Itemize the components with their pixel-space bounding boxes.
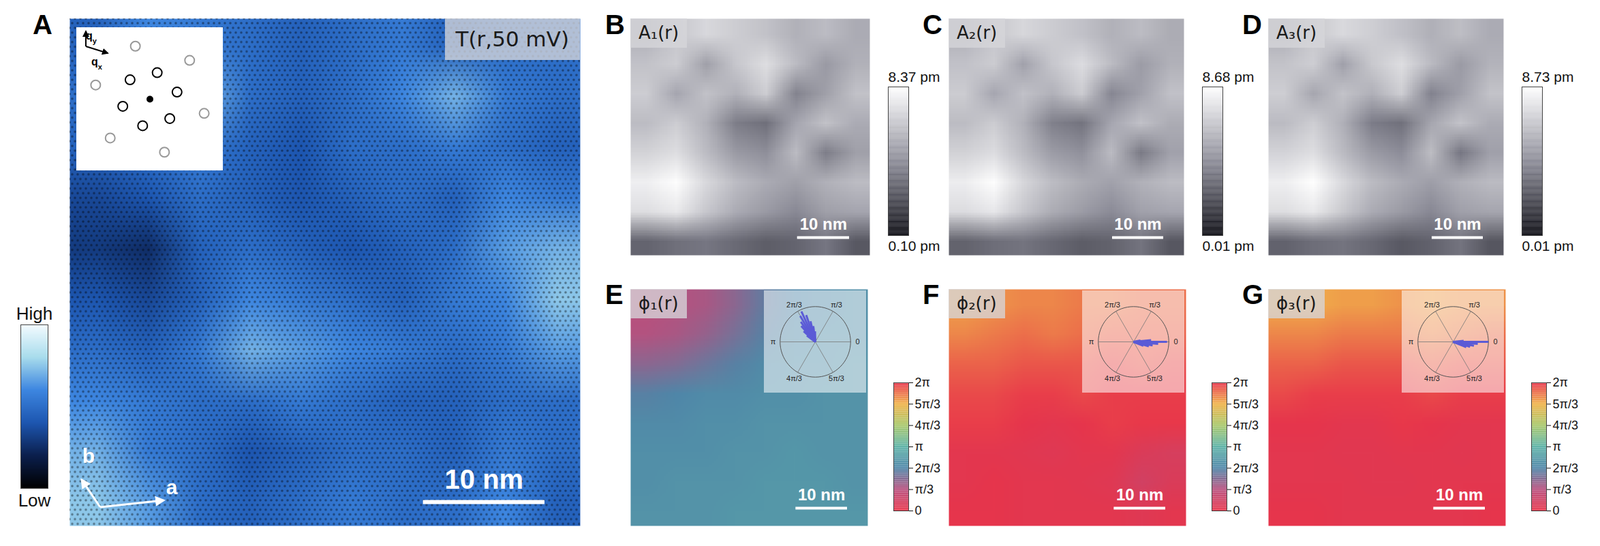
svg-text:0.01 pm: 0.01 pm — [1522, 237, 1575, 254]
svg-text:4π/3: 4π/3 — [786, 374, 803, 383]
svg-text:2π/3: 2π/3 — [1552, 461, 1579, 475]
svg-text:2π/3: 2π/3 — [1104, 300, 1121, 309]
svg-text:0: 0 — [915, 503, 922, 518]
svg-text:5π/3: 5π/3 — [828, 374, 845, 383]
svg-text:b: b — [82, 444, 95, 467]
svg-text:10 nm: 10 nm — [797, 485, 845, 504]
html-text:A: A — [32, 9, 53, 40]
html-text:A₂(r): A₂(r) — [956, 22, 998, 43]
svg-text:8.68 pm: 8.68 pm — [1202, 68, 1255, 85]
html-text:ϕ₁(r): ϕ₁(r) — [638, 293, 679, 314]
svg-text:π: π — [1233, 439, 1242, 454]
html-text:ϕ₃(r): ϕ₃(r) — [1276, 293, 1317, 314]
svg-text:10 nm: 10 nm — [444, 464, 525, 495]
svg-text:π/3: π/3 — [1233, 482, 1252, 497]
svg-text:π: π — [1408, 337, 1414, 346]
svg-text:2π/3: 2π/3 — [786, 300, 803, 309]
svg-text:4π/3: 4π/3 — [915, 418, 941, 433]
svg-text:0.10 pm: 0.10 pm — [888, 237, 941, 254]
svg-text:qx: qx — [91, 55, 103, 71]
svg-text:π: π — [770, 337, 777, 346]
html-text:D: D — [1242, 9, 1262, 40]
html-text:A₃(r): A₃(r) — [1276, 22, 1317, 43]
html-text:T(r,50 mV): T(r,50 mV) — [455, 26, 569, 52]
svg-text:5π/3: 5π/3 — [1146, 374, 1163, 383]
svg-text:a: a — [166, 475, 178, 499]
html-text:F: F — [922, 279, 940, 310]
svg-text:2π: 2π — [1233, 375, 1249, 390]
svg-text:2π/3: 2π/3 — [1233, 461, 1259, 475]
svg-text:π/3: π/3 — [830, 300, 843, 309]
svg-text:10 nm: 10 nm — [1433, 214, 1481, 234]
svg-text:4π/3: 4π/3 — [1552, 418, 1579, 433]
svg-text:π/3: π/3 — [1552, 482, 1572, 497]
svg-text:High: High — [16, 303, 53, 324]
svg-text:0.01 pm: 0.01 pm — [1202, 237, 1255, 254]
html-text:A₁(r): A₁(r) — [638, 22, 679, 43]
svg-text:π: π — [1552, 439, 1562, 454]
svg-text:10 nm: 10 nm — [1114, 214, 1162, 234]
svg-text:4π/3: 4π/3 — [1424, 374, 1440, 383]
html-text:B: B — [605, 9, 625, 40]
svg-text:π/3: π/3 — [1148, 300, 1161, 309]
svg-text:π: π — [915, 439, 924, 454]
svg-text:0: 0 — [855, 337, 860, 346]
svg-text:10 nm: 10 nm — [800, 214, 848, 234]
svg-text:4π/3: 4π/3 — [1104, 374, 1121, 383]
svg-text:2π: 2π — [915, 375, 931, 390]
svg-text:π/3: π/3 — [1468, 300, 1481, 309]
svg-text:0: 0 — [1493, 337, 1498, 346]
svg-text:10 nm: 10 nm — [1116, 485, 1164, 504]
svg-text:Low: Low — [18, 489, 52, 511]
svg-text:5π/3: 5π/3 — [1466, 374, 1483, 383]
svg-text:0: 0 — [1174, 337, 1179, 346]
svg-text:0: 0 — [1552, 503, 1560, 518]
svg-text:10 nm: 10 nm — [1435, 485, 1483, 504]
svg-text:5π/3: 5π/3 — [915, 397, 941, 411]
svg-text:8.73 pm: 8.73 pm — [1522, 68, 1575, 85]
svg-text:5π/3: 5π/3 — [1233, 397, 1259, 411]
svg-text:0: 0 — [1233, 503, 1241, 518]
svg-text:5π/3: 5π/3 — [1552, 397, 1579, 411]
svg-text:4π/3: 4π/3 — [1233, 418, 1259, 433]
svg-text:2π: 2π — [1552, 375, 1568, 390]
svg-text:π: π — [1088, 337, 1095, 346]
html-text:ϕ₂(r): ϕ₂(r) — [956, 293, 997, 314]
html-text:G: G — [1242, 279, 1264, 310]
html-text:E: E — [605, 279, 624, 310]
svg-text:2π/3: 2π/3 — [1424, 300, 1440, 309]
svg-text:8.37 pm: 8.37 pm — [888, 68, 941, 85]
html-text:C: C — [922, 9, 943, 40]
svg-text:qy: qy — [85, 29, 98, 45]
svg-text:π/3: π/3 — [915, 482, 934, 497]
svg-text:2π/3: 2π/3 — [915, 461, 941, 475]
